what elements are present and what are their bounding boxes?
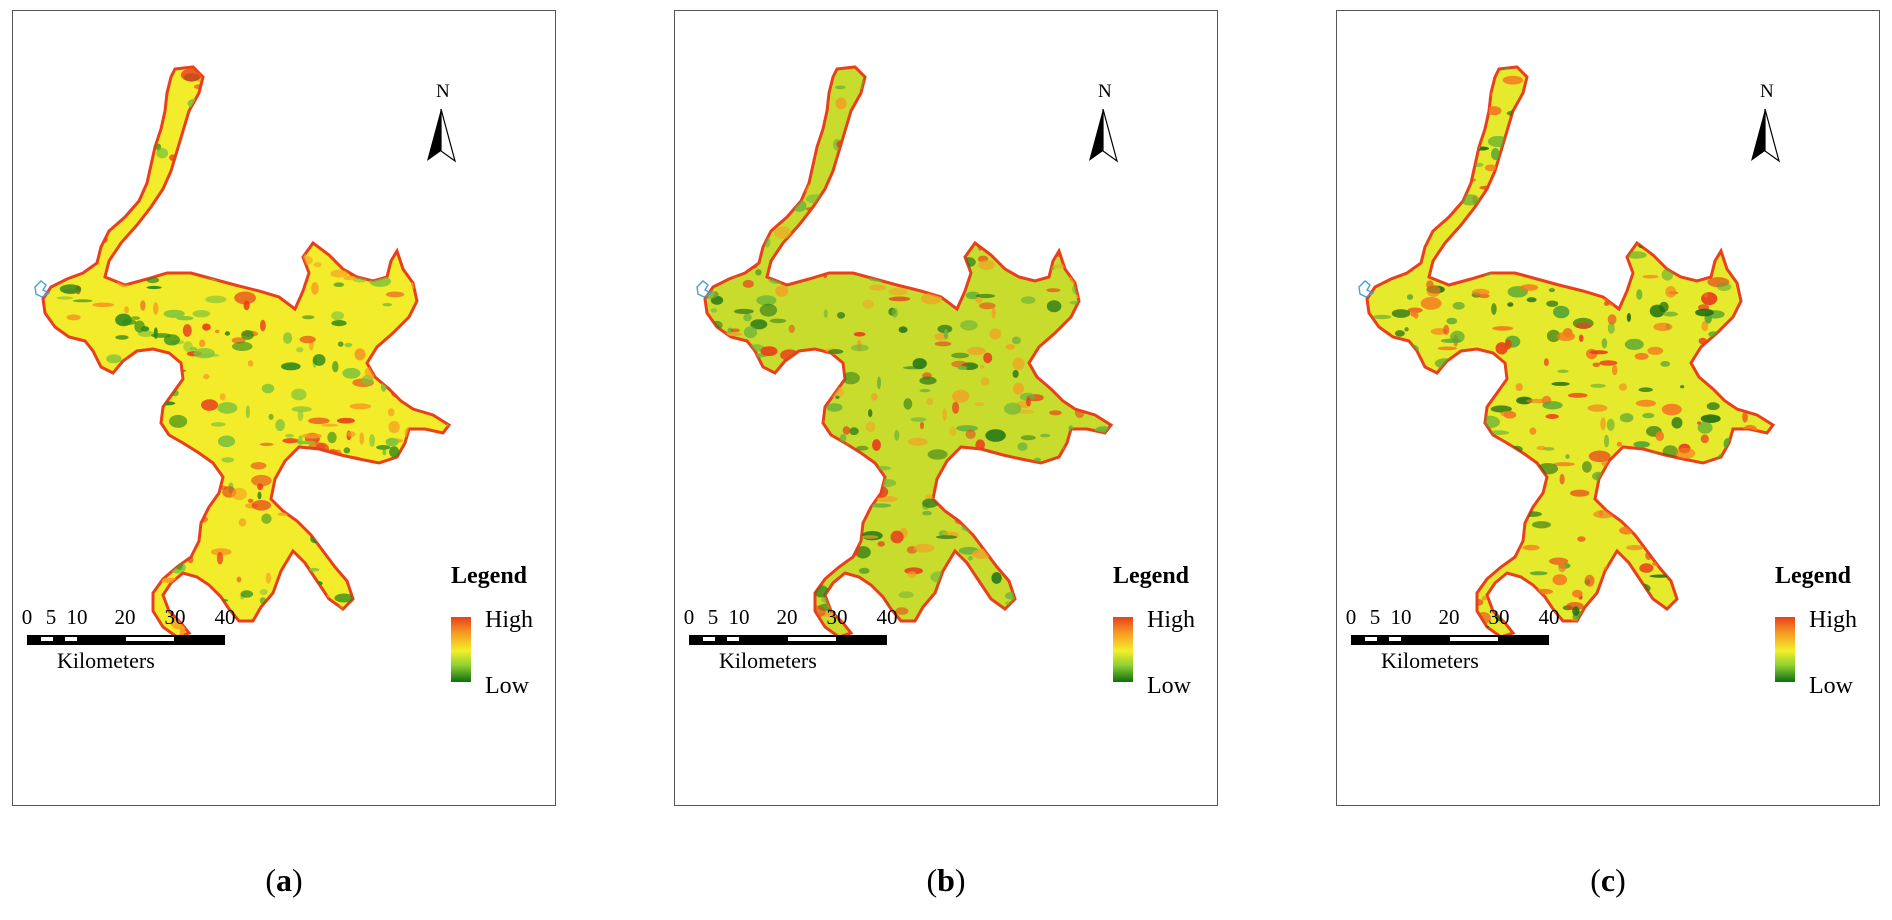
scale-tick: 30: [164, 605, 186, 629]
legend-low-label: Low: [1147, 673, 1191, 699]
legend-low-label: Low: [485, 673, 529, 699]
scale-tick: 10: [1390, 605, 1412, 629]
region-shape-a: [34, 65, 452, 639]
scale-unit-label: Kilometers: [719, 648, 817, 673]
scale-tick: 5: [707, 605, 719, 629]
scale-tick: 20: [776, 605, 798, 629]
north-arrow: N: [423, 81, 459, 171]
region-shape-b: [696, 65, 1114, 639]
scale-tick-labels: 0 5 10 20 30 40: [21, 605, 251, 633]
north-label: N: [1760, 81, 1774, 102]
caption-a: (a): [265, 862, 303, 898]
region-map-b: [696, 65, 1114, 639]
north-arrow: N: [1085, 81, 1121, 171]
scale-tick: 40: [214, 605, 236, 629]
water-body-icon: [696, 280, 713, 298]
water-body-icon: [34, 280, 51, 298]
scale-tick-labels: 0 5 10 20 30 40: [683, 605, 913, 633]
region-map-a: [34, 65, 452, 639]
north-arrow: N: [1747, 81, 1783, 171]
legend-title: Legend: [1113, 563, 1190, 589]
scale-tick: 40: [876, 605, 898, 629]
scale-tick: 0: [21, 605, 33, 629]
legend-color-ramp: [451, 617, 471, 682]
scale-tick: 10: [66, 605, 88, 629]
caption-letter: a: [276, 862, 292, 898]
legend-high-label: High: [1147, 607, 1195, 633]
legend-high-label: High: [485, 607, 533, 633]
scale-unit-label: Kilometers: [57, 648, 155, 673]
scale-tick: 30: [1488, 605, 1510, 629]
legend-color-ramp: [1775, 617, 1795, 682]
north-arrow-icon: [427, 108, 457, 163]
caption-letter: c: [1600, 862, 1616, 898]
water-body-icon: [1358, 280, 1375, 298]
scale-tick: 20: [114, 605, 136, 629]
legend-low-label: Low: [1809, 673, 1853, 699]
scale-tick: 5: [1369, 605, 1381, 629]
caption-c: (c): [1590, 862, 1626, 898]
caption-b: (b): [926, 862, 966, 898]
scale-bar: [1351, 635, 1549, 645]
map-panel-b: N Legend High Low 0 5 10 20 30 40 Kilome…: [674, 10, 1218, 806]
scale-tick: 10: [728, 605, 750, 629]
region-shape-c: [1358, 65, 1776, 639]
scale-bar: [27, 635, 225, 645]
caption-letter: b: [937, 862, 955, 898]
scale-tick: 40: [1538, 605, 1560, 629]
legend-title: Legend: [1775, 563, 1852, 589]
legend-high-label: High: [1809, 607, 1857, 633]
north-arrow-icon: [1089, 108, 1119, 163]
scale-tick: 30: [826, 605, 848, 629]
scale-unit-label: Kilometers: [1381, 648, 1479, 673]
north-label: N: [1098, 81, 1112, 102]
scale-bar: [689, 635, 887, 645]
legend-title: Legend: [451, 563, 528, 589]
legend-color-ramp: [1113, 617, 1133, 682]
map-panel-a: N Legend High Low 0 5 10 20 30 40 Kilome…: [12, 10, 556, 806]
north-label: N: [436, 81, 450, 102]
region-map-c: [1358, 65, 1776, 639]
scale-tick: 5: [45, 605, 57, 629]
scale-tick: 0: [683, 605, 695, 629]
north-arrow-icon: [1751, 108, 1781, 163]
scale-tick: 20: [1438, 605, 1460, 629]
map-panel-c: N Legend High Low 0 5 10 20 30 40 Kilome…: [1336, 10, 1880, 806]
scale-tick: 0: [1345, 605, 1357, 629]
scale-tick-labels: 0 5 10 20 30 40: [1345, 605, 1575, 633]
